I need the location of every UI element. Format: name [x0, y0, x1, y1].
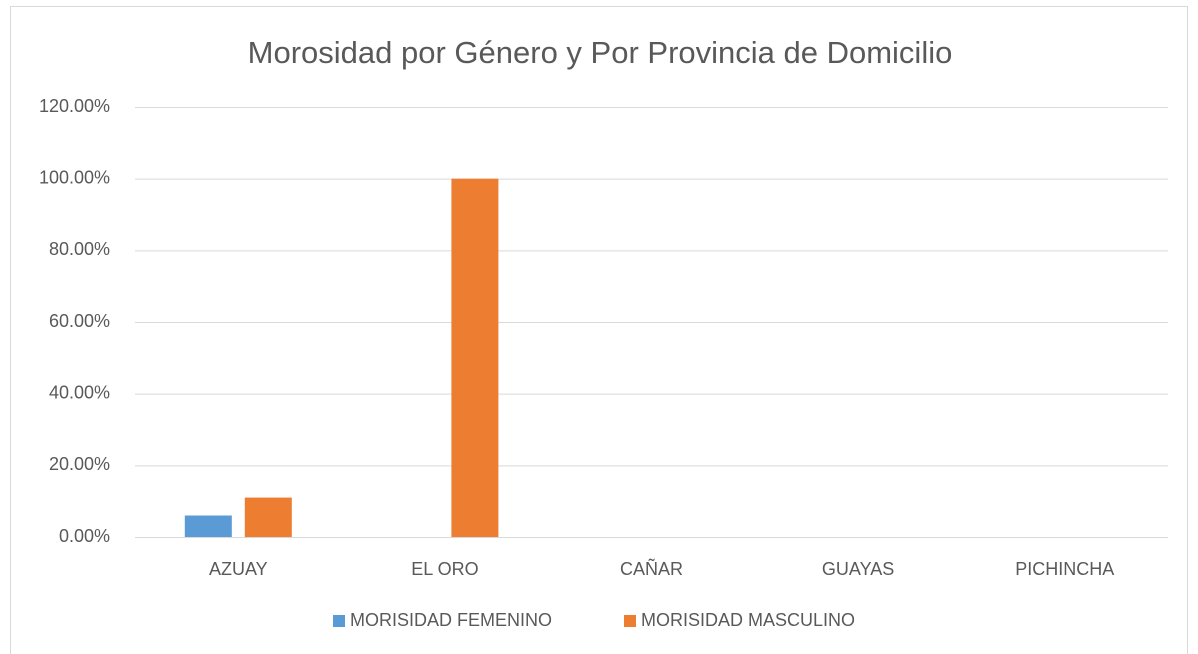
y-tick-label: 20.00% [49, 454, 110, 474]
x-tick-label: EL ORO [411, 559, 478, 579]
legend-swatch [624, 615, 636, 627]
legend-label: MORISIDAD MASCULINO [641, 610, 855, 630]
legend-label: MORISIDAD FEMENINO [350, 610, 552, 630]
x-tick-label: CAÑAR [620, 558, 683, 579]
legend-swatch [333, 615, 345, 627]
x-tick-label: AZUAY [209, 559, 268, 579]
bar [184, 515, 232, 537]
bar [451, 178, 499, 537]
y-tick-label: 120.00% [39, 96, 110, 116]
chart-title: Morosidad por Género y Por Provincia de … [248, 35, 953, 70]
y-tick-label: 0.00% [59, 526, 110, 546]
x-tick-label: GUAYAS [822, 559, 894, 579]
y-tick-label: 80.00% [49, 239, 110, 259]
chart-border [10, 6, 1188, 654]
x-tick-label: PICHINCHA [1015, 559, 1114, 579]
y-tick-label: 100.00% [39, 167, 110, 187]
y-tick-label: 60.00% [49, 311, 110, 331]
y-tick-label: 40.00% [49, 382, 110, 402]
bar [244, 497, 292, 537]
